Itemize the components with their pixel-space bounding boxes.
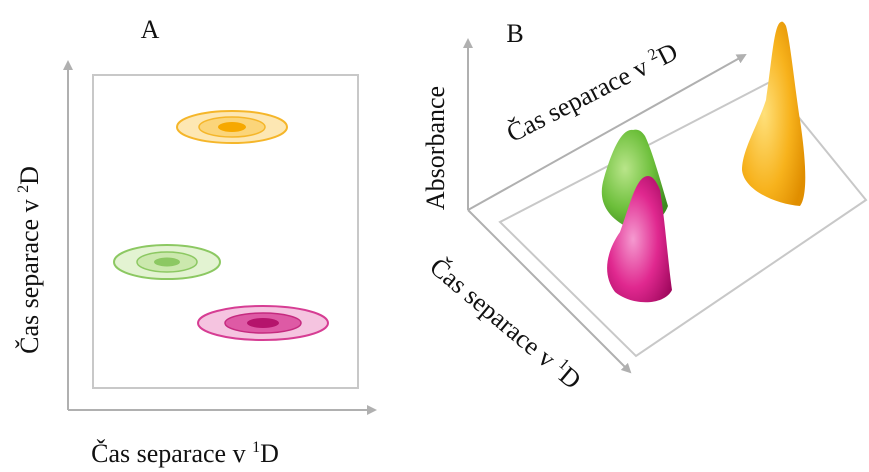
x-axis-label: Čas separace v 1D: [424, 252, 586, 395]
figure: A Čas separace v 2D Čas separace v 1D B: [0, 0, 869, 472]
panel-label: A: [141, 15, 160, 44]
spot-magenta: [198, 306, 328, 340]
panel-label: B: [506, 19, 523, 48]
spot-green: [114, 245, 220, 279]
panel-b: B Absorbance Čas separace v 2D Čas separ…: [421, 19, 866, 395]
x-axis-label: Čas separace v 1D: [91, 439, 279, 468]
panel-a: A Čas separace v 2D Čas separace v 1D: [15, 15, 375, 468]
peak-orange: [742, 22, 805, 206]
depth-axis-label: Čas separace v 2D: [502, 37, 682, 148]
z-axis-label: Absorbance: [421, 86, 450, 210]
spot-orange: [177, 111, 287, 143]
y-axis-label: Čas separace v 2D: [15, 166, 44, 354]
